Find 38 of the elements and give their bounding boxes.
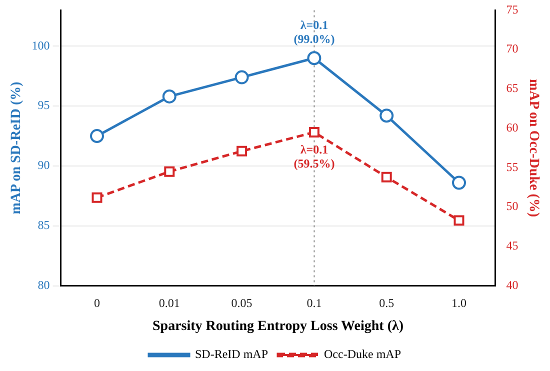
x-tick-label: 0 [94, 296, 100, 310]
y2-tick-label: 60 [506, 120, 518, 134]
x-tick-label: 0.01 [158, 296, 180, 310]
point [307, 51, 322, 66]
y-tick-label: 80 [38, 278, 50, 292]
x-tick-label: 0.05 [231, 296, 252, 310]
annotation: λ=0.1 (99.0%) [294, 18, 335, 46]
point [236, 146, 248, 156]
y-axis-title: mAP on SD-ReID (%) [9, 81, 24, 214]
point [454, 215, 464, 226]
y2-tick-label: 65 [506, 81, 518, 96]
point [92, 192, 102, 203]
x-tick-label: 0.1 [306, 296, 322, 310]
y-tick-label: 85 [38, 218, 50, 232]
y-tick-label: 100 [32, 38, 50, 52]
y2-tick-label: 70 [506, 42, 518, 56]
x-axis-title: Sparsity Routing Entropy Loss Weight (λ) [152, 319, 404, 334]
y2-tick-label: 40 [506, 278, 518, 292]
legend-label: Occ-Duke mAP [324, 347, 402, 362]
y2-axis-title: mAP on Occ-Duke (%) [526, 78, 541, 218]
y-tick-label: 95 [38, 98, 50, 112]
point [381, 172, 392, 182]
y2-tick-label: 75 [506, 2, 518, 16]
point [234, 70, 249, 84]
point [452, 176, 466, 190]
y2-tick-label: 55 [506, 160, 518, 174]
x-tick-label: 0.5 [379, 296, 394, 310]
x-tick-label: 1.0 [452, 296, 466, 310]
y-tick-label: 90 [38, 158, 50, 172]
point [308, 127, 320, 138]
point [380, 108, 394, 123]
point [164, 166, 175, 177]
annotation: λ=0.1 (59.5%) [294, 142, 335, 170]
y2-tick-label: 50 [506, 199, 518, 214]
point [162, 89, 176, 104]
legend-label: SD-ReID mAP [195, 347, 268, 362]
y2-tick-label: 45 [506, 238, 518, 253]
point [90, 129, 104, 144]
